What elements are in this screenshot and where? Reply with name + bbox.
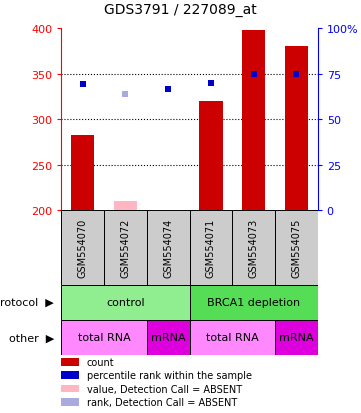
Bar: [71, 135, 95, 211]
Bar: [190, 320, 275, 355]
Text: GDS3791 / 227089_at: GDS3791 / 227089_at: [104, 2, 257, 17]
Text: GSM554074: GSM554074: [163, 218, 173, 278]
Bar: [61, 211, 104, 285]
Text: mRNA: mRNA: [151, 332, 186, 343]
Text: GSM554073: GSM554073: [249, 218, 258, 278]
Text: mRNA: mRNA: [279, 332, 314, 343]
Text: count: count: [87, 357, 114, 367]
Bar: [61, 372, 79, 379]
Bar: [190, 285, 318, 320]
Bar: [114, 202, 137, 211]
Text: value, Detection Call = ABSENT: value, Detection Call = ABSENT: [87, 384, 242, 394]
Bar: [190, 211, 232, 285]
Bar: [61, 320, 147, 355]
Text: BRCA1 depletion: BRCA1 depletion: [207, 297, 300, 308]
Bar: [232, 211, 275, 285]
Text: GSM554075: GSM554075: [291, 218, 301, 278]
Text: total RNA: total RNA: [78, 332, 130, 343]
Text: total RNA: total RNA: [206, 332, 258, 343]
Bar: [275, 320, 318, 355]
Bar: [275, 211, 318, 285]
Bar: [104, 211, 147, 285]
Bar: [199, 102, 223, 211]
Bar: [61, 385, 79, 392]
Text: GSM554070: GSM554070: [78, 218, 88, 278]
Text: percentile rank within the sample: percentile rank within the sample: [87, 370, 252, 380]
Text: control: control: [106, 297, 145, 308]
Bar: [147, 320, 190, 355]
Bar: [242, 31, 265, 211]
Bar: [284, 47, 308, 211]
Text: GSM554071: GSM554071: [206, 218, 216, 278]
Text: protocol  ▶: protocol ▶: [0, 297, 54, 308]
Text: GSM554072: GSM554072: [121, 218, 130, 278]
Bar: [61, 399, 79, 406]
Bar: [61, 358, 79, 366]
Bar: [61, 285, 190, 320]
Text: other  ▶: other ▶: [9, 332, 54, 343]
Text: rank, Detection Call = ABSENT: rank, Detection Call = ABSENT: [87, 397, 237, 407]
Bar: [147, 211, 190, 285]
